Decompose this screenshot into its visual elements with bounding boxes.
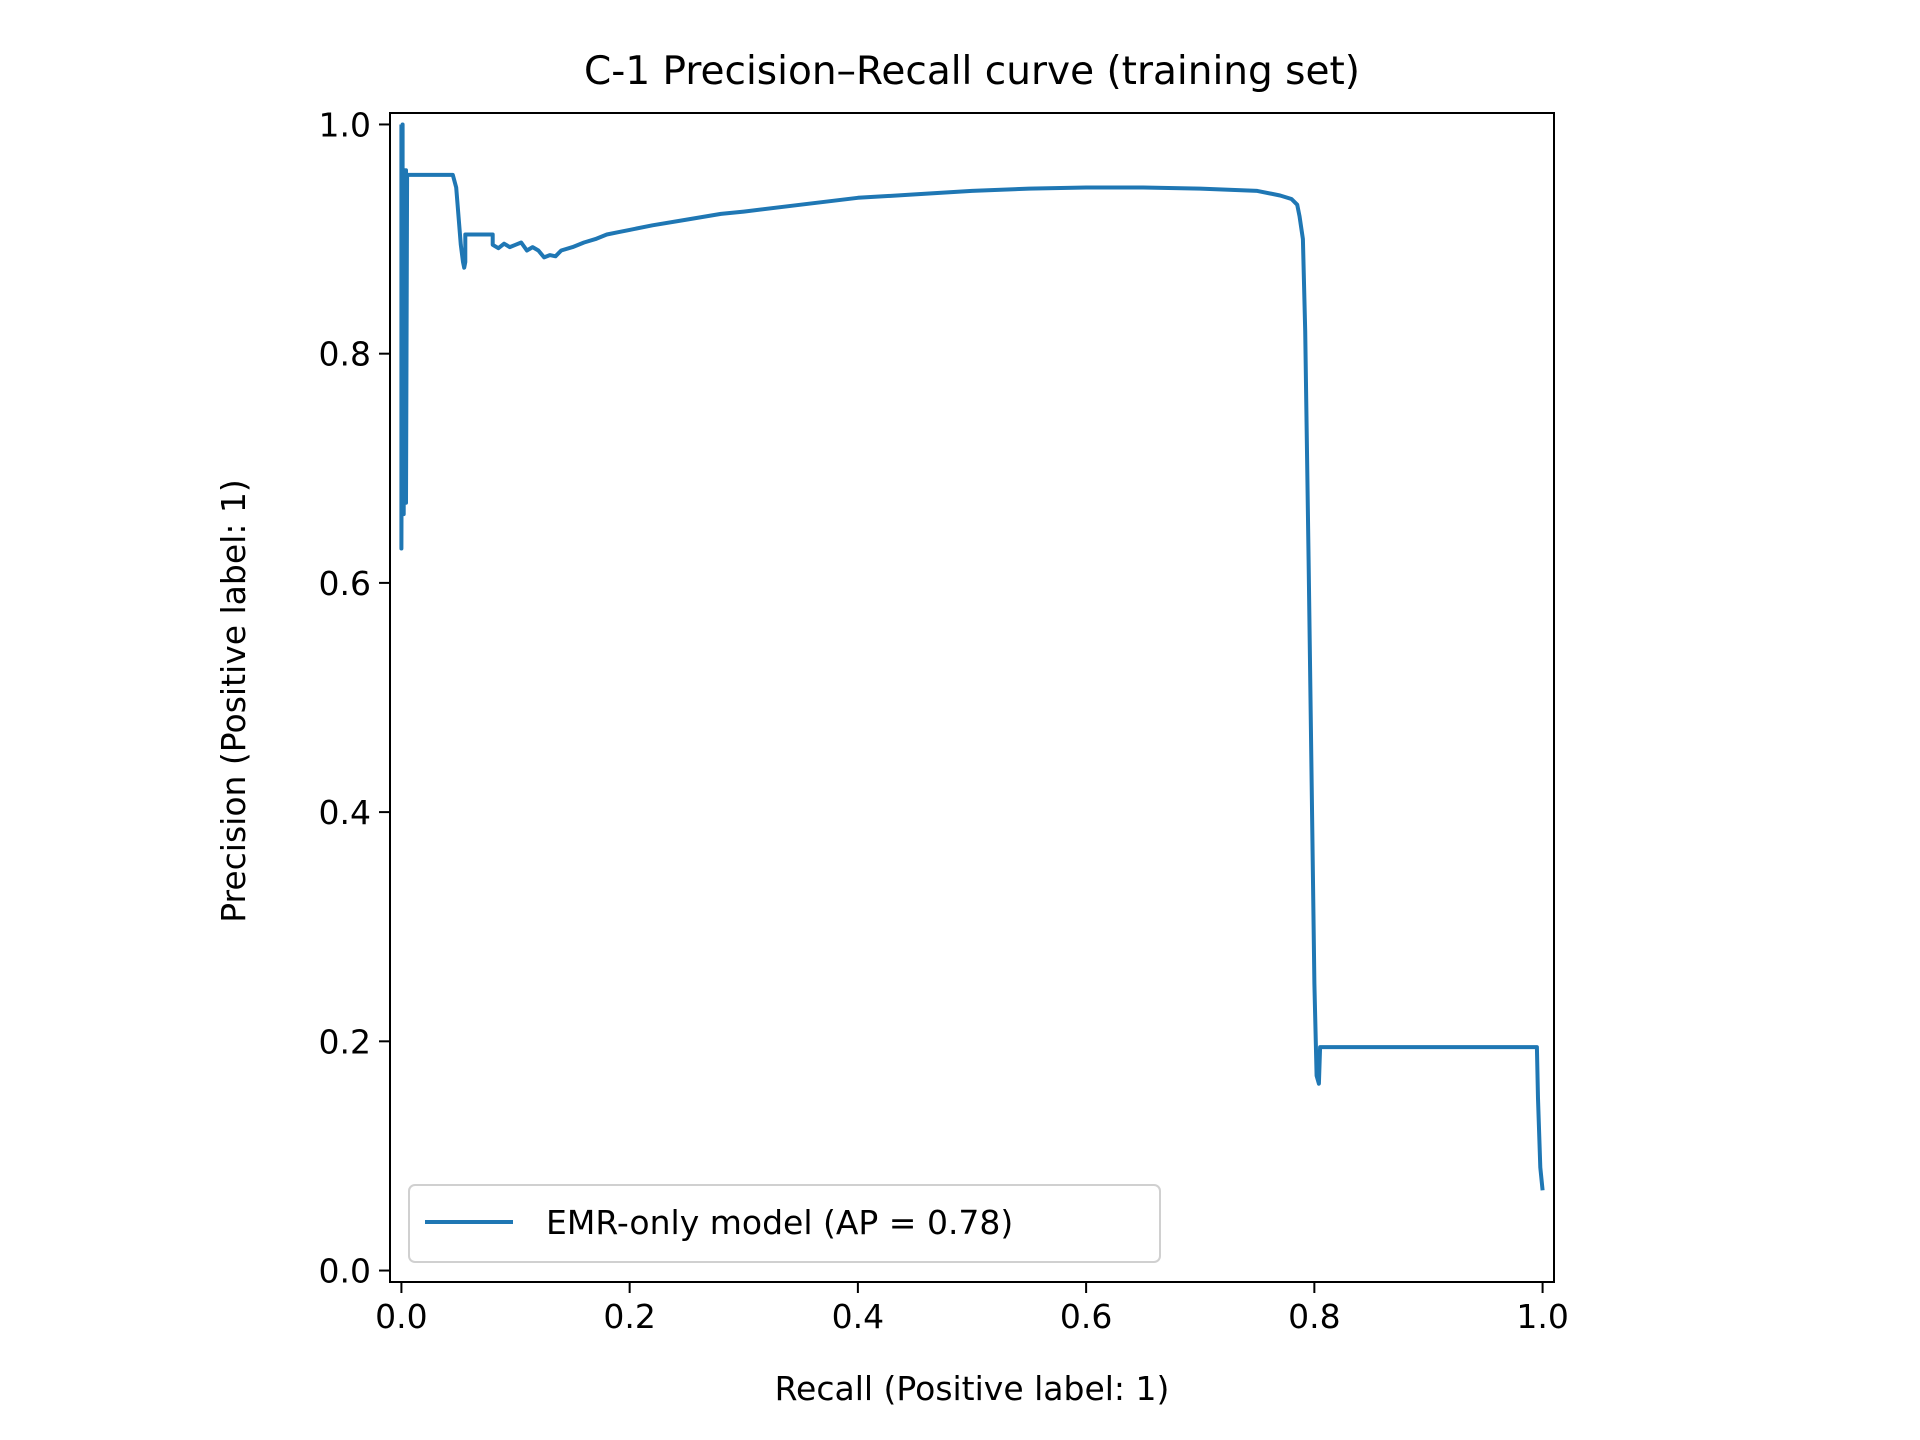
plot-frame: [389, 112, 1555, 1283]
chart-title: C-1 Precision–Recall curve (training set…: [584, 49, 1360, 94]
y-axis-ticks: 0.0 0.2 0.4 0.6 0.8 1.0: [319, 105, 390, 1291]
x-axis-label: Recall (Positive label: 1): [775, 1369, 1170, 1408]
x-tick-label: 0.2: [603, 1297, 655, 1336]
legend: EMR-only model (AP = 0.78): [408, 1184, 1161, 1263]
x-tick-label: 0.6: [1060, 1297, 1112, 1336]
y-tick-label: 0.2: [319, 1022, 371, 1061]
y-tick-label: 0.8: [319, 335, 371, 374]
series-line: [399, 122, 1545, 1191]
y-tick-label: 0.6: [319, 564, 371, 603]
y-tick-label: 0.0: [319, 1252, 371, 1291]
x-tick-label: 0.8: [1288, 1297, 1340, 1336]
series-layer: [399, 122, 1545, 1191]
y-tick-label: 0.4: [319, 793, 371, 832]
x-tick-label: 1.0: [1516, 1297, 1568, 1336]
x-tick-label: 0.0: [375, 1297, 427, 1336]
x-axis-ticks: 0.0 0.2 0.4 0.6 0.8 1.0: [375, 1282, 1569, 1336]
y-tick-label: 1.0: [319, 105, 371, 144]
legend-label: EMR-only model (AP = 0.78): [546, 1203, 1013, 1242]
y-axis-label: Precision (Positive label: 1): [214, 479, 253, 923]
legend-box: [408, 1184, 1161, 1263]
x-tick-label: 0.4: [832, 1297, 884, 1336]
